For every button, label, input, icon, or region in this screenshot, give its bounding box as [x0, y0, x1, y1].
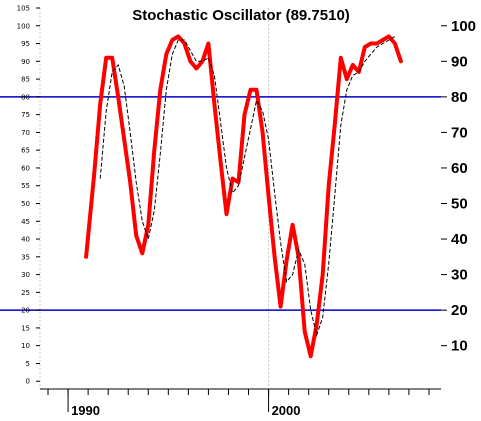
left-tick-label: 40: [21, 236, 30, 244]
left-y-axis: 0 5 10 15 20 25 30 35 40 45 50 55 60 65 70 75 80 85 90 95 10…: [17, 5, 40, 386]
right-tick-label: 20: [451, 302, 468, 319]
series-lines: [84, 34, 403, 359]
left-tick-label: 95: [21, 40, 30, 48]
right-tick-label: 100: [451, 18, 476, 35]
left-tick-label: 10: [21, 342, 30, 350]
left-tick-label: 45: [21, 218, 30, 226]
left-tick-label: 35: [21, 253, 30, 261]
x-tick-label: 1990: [71, 403, 100, 418]
right-tick-label: 60: [451, 160, 468, 177]
left-tick-label: 80: [21, 93, 30, 101]
right-tick-label: 80: [451, 89, 468, 106]
left-tick-label: 60: [21, 164, 30, 172]
right-tick-label: 90: [451, 53, 468, 70]
left-tick-label: 105: [17, 5, 30, 13]
left-tick-label: 70: [21, 129, 30, 137]
left-tick-label: 90: [21, 58, 30, 66]
chart-title: Stochastic Oscillator (89.7510): [132, 7, 350, 24]
reference-lines: [0, 96, 441, 311]
left-tick-label: 50: [21, 200, 30, 208]
series-line-d: [99, 35, 396, 337]
right-tick-label: 50: [451, 196, 468, 213]
right-y-axis: 10 20 30 40 50 60 70 80 90 100: [441, 18, 476, 355]
grid-lines: [39, 8, 270, 389]
left-tick-label: 25: [21, 289, 30, 297]
x-tick-label: 2000: [272, 403, 301, 418]
left-tick-label: 85: [21, 76, 30, 84]
left-tick-label: 0: [26, 378, 30, 386]
left-tick-label: 100: [17, 22, 30, 30]
right-tick-label: 40: [451, 231, 468, 248]
right-tick-label: 10: [451, 338, 468, 355]
left-tick-label: 65: [21, 147, 30, 155]
left-tick-label: 15: [21, 324, 30, 332]
left-tick-label: 30: [21, 271, 30, 279]
left-tick-label: 20: [21, 307, 30, 315]
left-tick-label: 75: [21, 111, 30, 119]
x-axis: 1990 2000: [47, 389, 430, 418]
right-tick-label: 30: [451, 267, 468, 284]
series-line-k: [84, 34, 403, 359]
right-tick-label: 70: [451, 124, 468, 141]
left-tick-label: 5: [26, 360, 30, 368]
left-tick-label: 55: [21, 182, 30, 190]
